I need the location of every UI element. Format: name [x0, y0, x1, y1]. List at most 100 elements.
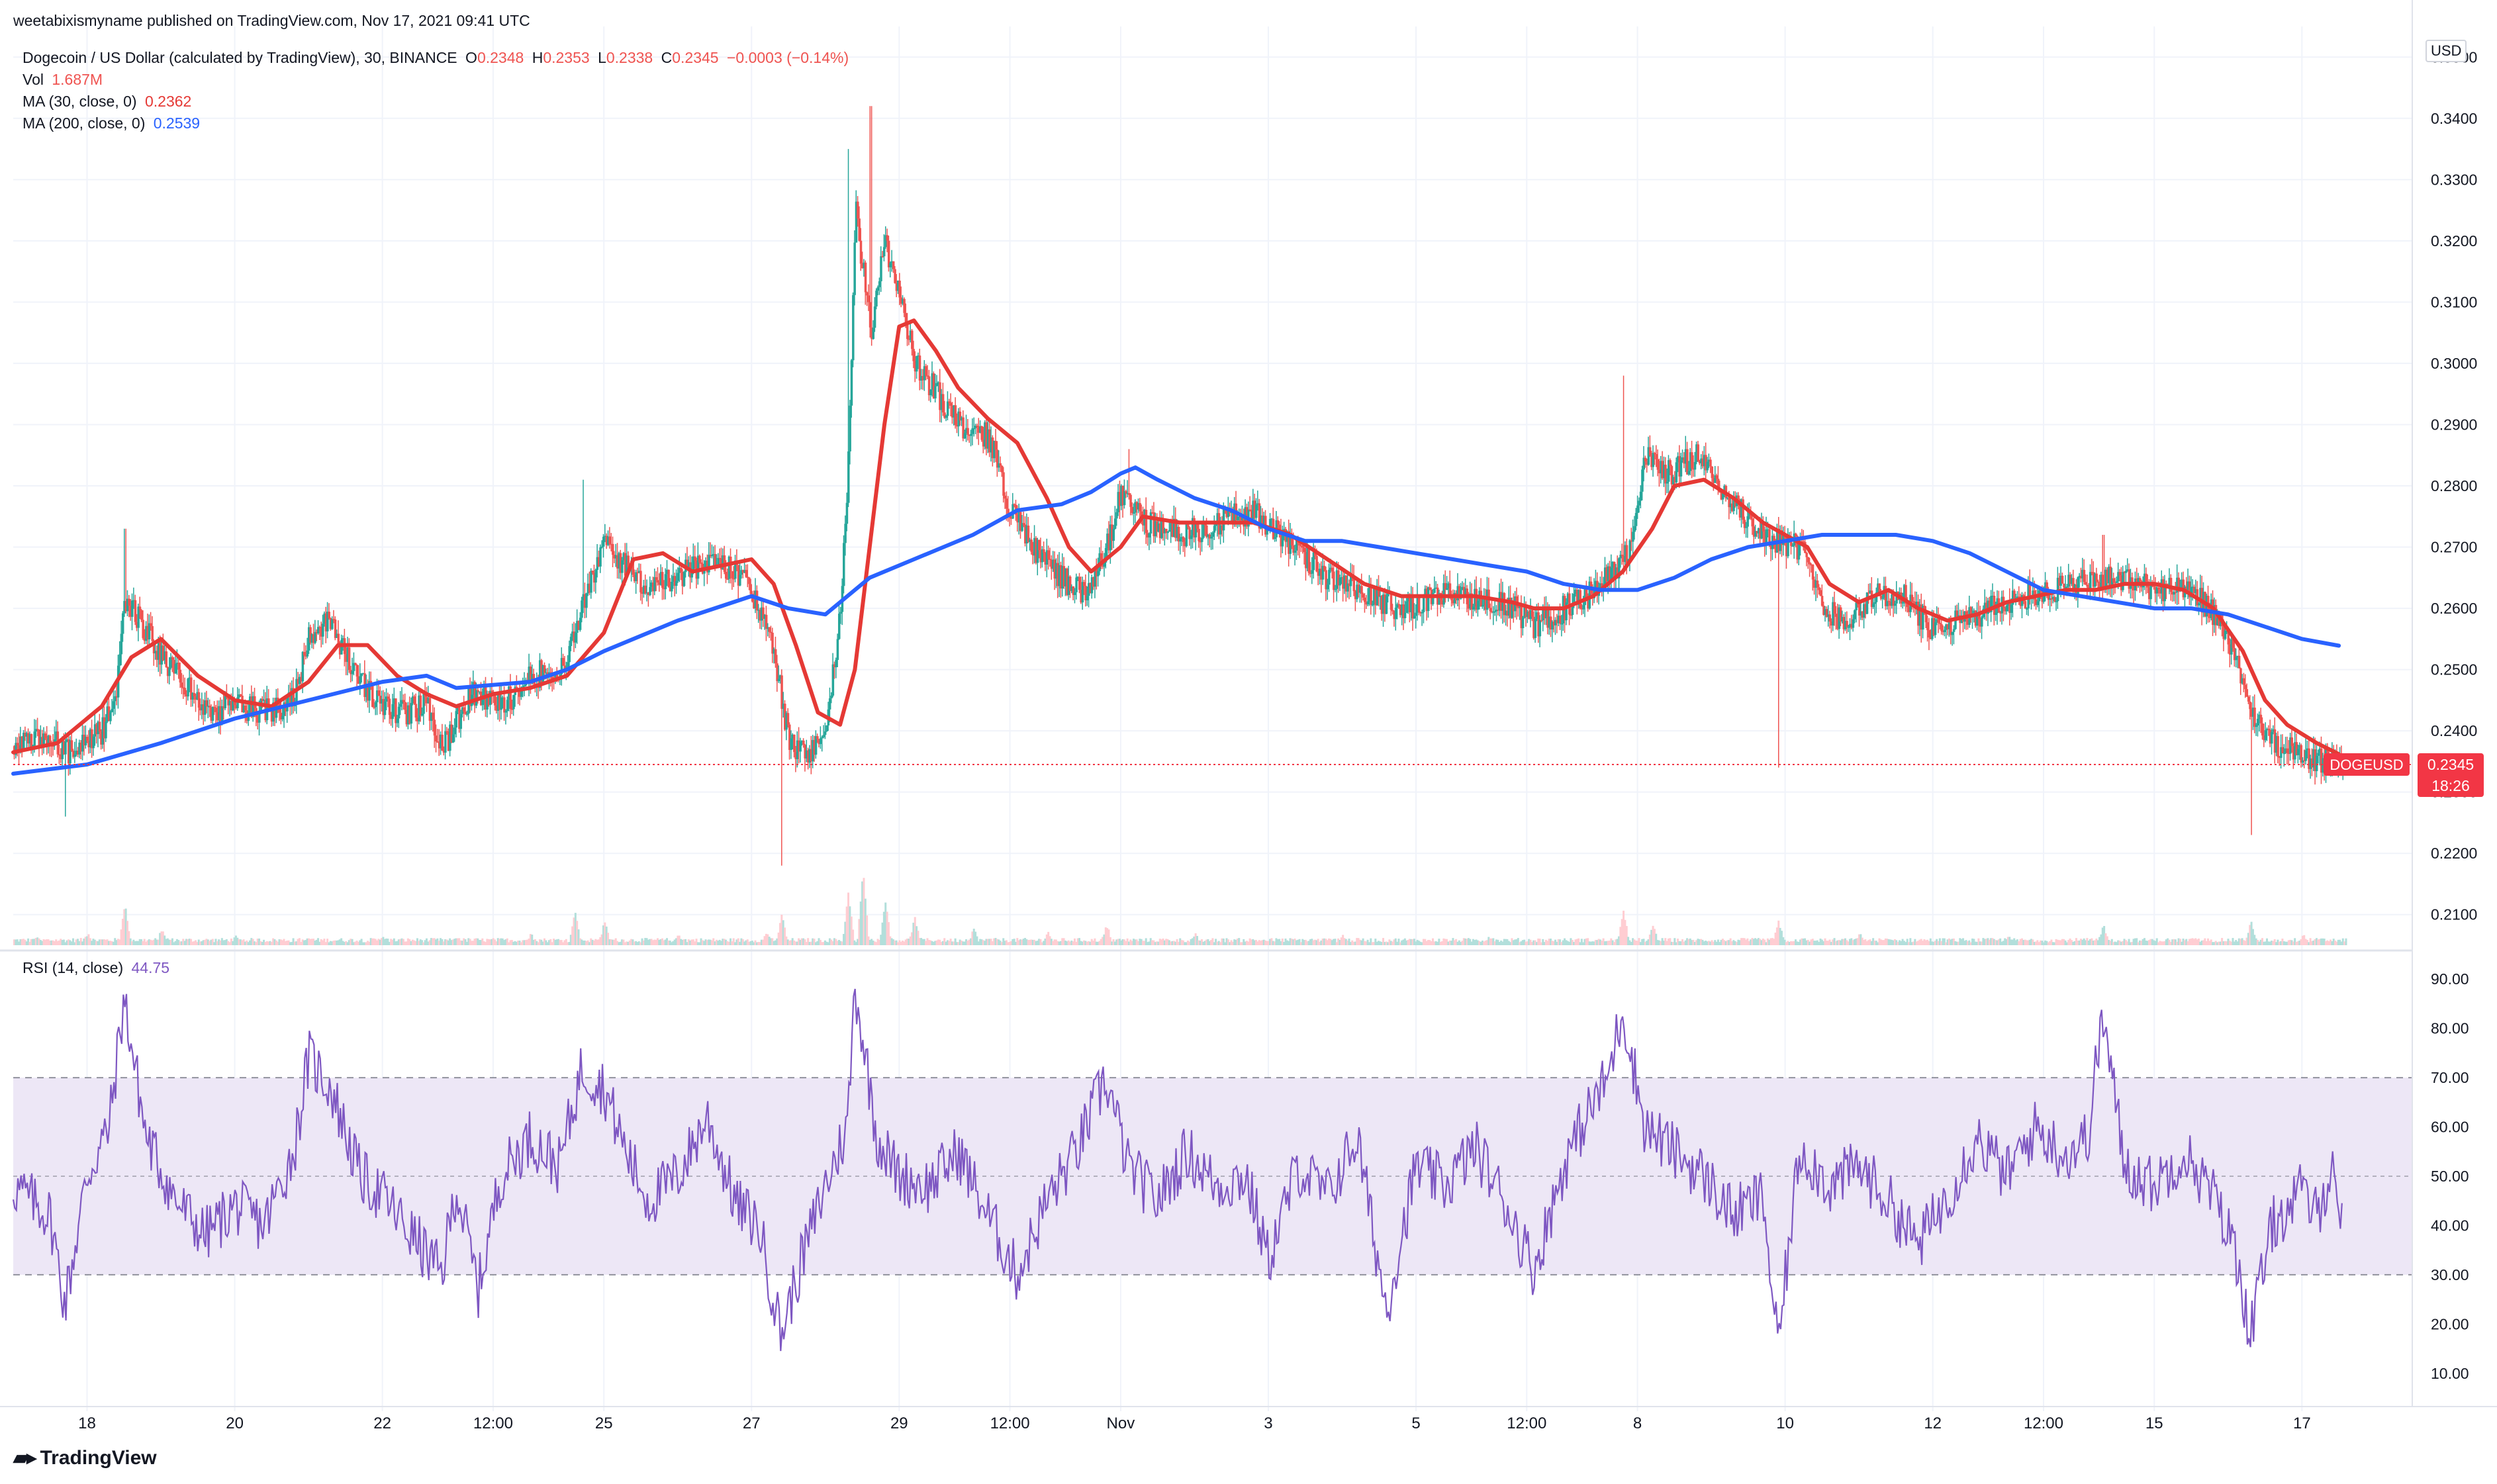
- candle-body: [338, 643, 342, 655]
- candle-body: [1346, 583, 1349, 592]
- volume-bar: [972, 929, 975, 945]
- volume-bar: [2179, 939, 2181, 945]
- candle-body: [1424, 588, 1427, 596]
- time-tick-label: 3: [1264, 1414, 1272, 1432]
- volume-bar: [218, 939, 220, 945]
- volume-bar: [1474, 939, 1476, 945]
- candle-body: [44, 733, 47, 739]
- candle-body: [1999, 612, 2002, 614]
- volume-bar: [621, 939, 624, 945]
- volume-bar: [187, 939, 189, 945]
- volume-bar: [692, 939, 694, 945]
- candle-body: [1408, 594, 1411, 612]
- volume-bar: [1215, 939, 1217, 945]
- volume-bar: [1875, 941, 1877, 945]
- volume-bar: [1168, 940, 1170, 945]
- volume-bar: [404, 941, 406, 945]
- candle-body: [743, 570, 746, 573]
- volume-bar: [2277, 939, 2279, 945]
- tradingview-logo-icon: ▰▸: [13, 1447, 36, 1469]
- candle-body: [2320, 748, 2323, 773]
- candle-body: [1062, 566, 1066, 586]
- price-tag-box[interactable]: [2418, 753, 2484, 798]
- volume-legend[interactable]: Vol 1.687M: [23, 71, 107, 89]
- volume-bar: [971, 931, 974, 945]
- candle-body: [41, 737, 44, 747]
- ma30-legend[interactable]: MA (30, close, 0) 0.2362: [23, 93, 195, 111]
- rsi-legend[interactable]: RSI (14, close) 44.75: [23, 959, 173, 977]
- candle-body: [425, 697, 428, 704]
- time-tick-label: 12:00: [473, 1414, 513, 1432]
- candle-body: [836, 639, 839, 661]
- volume-bar: [1199, 941, 1201, 945]
- tradingview-logo[interactable]: ▰▸ TradingView: [13, 1446, 157, 1469]
- volume-bar: [1467, 938, 1470, 945]
- volume-bar: [898, 940, 901, 945]
- candle-body: [1269, 518, 1272, 529]
- volume-bar: [416, 938, 418, 945]
- volume-bar: [2194, 938, 2197, 945]
- volume-bar: [390, 939, 393, 945]
- volume-bar: [1438, 939, 1440, 945]
- currency-button[interactable]: USD: [2426, 40, 2467, 62]
- volume-bar: [871, 939, 873, 945]
- volume-bar: [357, 941, 359, 945]
- volume-bar: [1819, 938, 1822, 945]
- candle-body: [1656, 459, 1660, 470]
- volume-bar: [2239, 939, 2242, 945]
- volume-bar: [1782, 937, 1785, 945]
- candle-body: [143, 637, 146, 641]
- volume-bar: [2081, 939, 2084, 945]
- volume-bar: [1818, 942, 1820, 945]
- candle-body: [298, 676, 301, 684]
- candle-body: [2027, 581, 2030, 609]
- volume-bar: [309, 939, 312, 945]
- volume-bar: [1961, 938, 1964, 945]
- volume-bar: [491, 939, 493, 945]
- candle-body: [1030, 539, 1033, 552]
- volume-bar: [310, 939, 313, 945]
- volume-bar: [1430, 941, 1433, 945]
- candle-body: [318, 627, 321, 628]
- volume-bar: [1951, 939, 1954, 945]
- candle-body: [175, 663, 179, 664]
- candle-body: [605, 535, 608, 545]
- volume-bar: [1743, 938, 1746, 945]
- candle-body: [477, 690, 479, 692]
- ma200-legend[interactable]: MA (200, close, 0) 0.2539: [23, 115, 204, 132]
- candle-body: [1827, 614, 1830, 617]
- volume-bar: [87, 934, 90, 945]
- volume-bar: [843, 933, 845, 945]
- volume-bar: [1084, 941, 1087, 945]
- volume-bar: [1016, 938, 1019, 945]
- candle-body: [1334, 588, 1337, 590]
- volume-bar: [371, 938, 374, 945]
- candle-body: [1290, 534, 1294, 545]
- candle-body: [1706, 461, 1709, 471]
- volume-bar: [1532, 940, 1535, 945]
- volume-bar: [239, 939, 242, 945]
- symbol-legend[interactable]: Dogecoin / US Dollar (calculated by Trad…: [23, 49, 853, 67]
- volume-bar: [1791, 941, 1794, 945]
- volume-bar: [2267, 941, 2270, 945]
- candle-body: [207, 706, 210, 707]
- candle-body: [77, 751, 79, 755]
- volume-bar: [230, 938, 232, 945]
- volume-bar: [1017, 940, 1020, 945]
- candle-body: [1566, 593, 1570, 603]
- symbol-tag[interactable]: [2324, 753, 2410, 776]
- volume-bar: [741, 939, 744, 945]
- volume-bar: [1644, 941, 1646, 945]
- candle-body: [1762, 521, 1765, 532]
- candle-body: [146, 626, 149, 640]
- volume-bar: [2323, 939, 2326, 945]
- candle-body: [69, 740, 71, 764]
- volume-bar: [700, 938, 702, 945]
- candle-body: [1639, 491, 1642, 501]
- volume-bar: [1603, 941, 1606, 945]
- volume-bar: [1542, 939, 1544, 945]
- candle-body: [1261, 515, 1264, 524]
- candle-body: [624, 553, 627, 576]
- volume-bar: [529, 934, 532, 945]
